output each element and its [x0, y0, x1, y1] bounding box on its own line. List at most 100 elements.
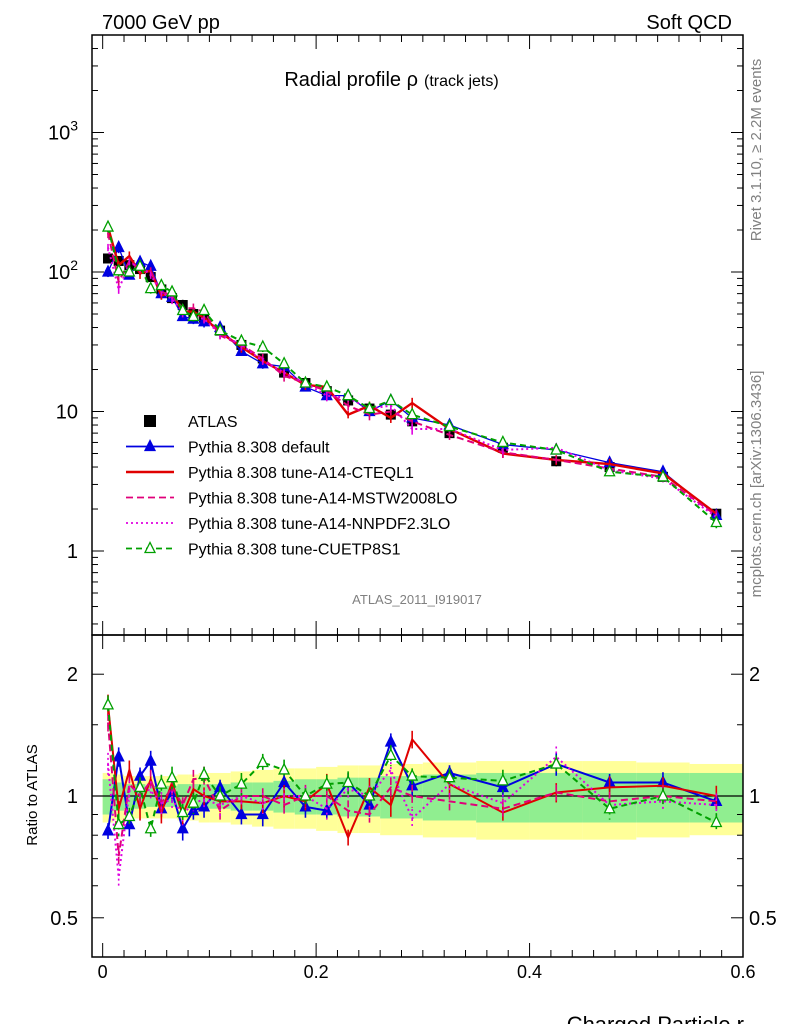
ratio-point-marker — [187, 803, 200, 816]
x-tick-label: 0.4 — [517, 962, 542, 982]
main-point-marker — [101, 264, 115, 277]
main-point-marker — [112, 263, 125, 276]
main-point-marker — [496, 435, 509, 448]
legend-item: Pythia 8.308 default — [126, 439, 330, 457]
main-point-marker — [176, 303, 189, 316]
legend-item: Pythia 8.308 tune-A14-NNPDF2.3LO — [126, 516, 450, 533]
main-point-marker — [112, 239, 125, 253]
rivet-version-label: Rivet 3.1.10, ≥ 2.2M events — [748, 59, 765, 242]
ratio-point-marker — [710, 815, 723, 828]
ratio-point-marker — [384, 734, 397, 747]
main-line-pythia-8-308-tune-a14-mstw2008lo — [107, 232, 717, 517]
legend-item: ATLAS — [144, 414, 238, 431]
main-point-marker — [235, 333, 248, 346]
ratio-point-marker — [176, 821, 189, 834]
main-point-marker — [603, 464, 616, 477]
chart-title: Radial profile ρ — [284, 69, 418, 91]
legend-item: Pythia 8.308 tune-CUETP8S1 — [126, 541, 401, 559]
main-y-tick-label: 1 — [67, 541, 78, 563]
ratio-point-marker — [278, 762, 291, 775]
ratio-point-marker — [656, 788, 670, 801]
main-point-marker — [198, 303, 211, 316]
ratio-point-marker — [155, 776, 168, 789]
ratio-y-tick-label-right: 0.5 — [749, 908, 777, 930]
ratio-point-marker — [406, 768, 419, 781]
main-y-tick-label: 10 — [56, 402, 78, 424]
ratio-point-marker — [384, 747, 397, 761]
main-y-tick-label: 103 — [48, 118, 78, 145]
ratio-point-marker — [198, 767, 211, 780]
ratio-point-marker — [112, 749, 125, 762]
main-point-marker — [443, 419, 456, 432]
ratio-y-tick-label-right: 1 — [749, 786, 760, 808]
legend-label: ATLAS — [188, 414, 238, 431]
ratio-y-tick-label-left: 1 — [67, 786, 78, 808]
ratio-line-pythia-8-308-tune-a14-nnpdf2-3lo — [107, 755, 717, 878]
main-point-marker — [384, 393, 397, 406]
ratio-line-pythia-8-308-default — [107, 739, 717, 832]
ratio-point-marker — [123, 809, 136, 822]
ratio-point-marker — [165, 770, 179, 783]
ratio-point-marker — [101, 697, 115, 710]
main-point-marker — [320, 379, 333, 392]
ratio-point-marker — [363, 788, 376, 801]
main-point-marker — [710, 515, 723, 528]
ratio-point-marker — [187, 795, 200, 808]
main-y-tick-label: 102 — [48, 257, 78, 284]
ratio-point-marker — [101, 823, 115, 836]
legend-item: Pythia 8.308 tune-A14-MSTW2008LO — [126, 491, 457, 508]
ratio-point-marker — [235, 776, 248, 789]
main-point-marker — [363, 401, 376, 414]
main-point-marker — [278, 356, 291, 369]
x-tick-label: 0.6 — [730, 962, 755, 982]
x-tick-label: 0.2 — [304, 962, 329, 982]
main-point-marker — [155, 278, 168, 291]
ratio-plot-panel — [92, 694, 743, 887]
legend-marker-square — [144, 415, 156, 427]
legend-label: Pythia 8.308 tune-CUETP8S1 — [188, 542, 401, 559]
main-point-marker — [256, 339, 269, 352]
ratio-point-marker — [144, 821, 157, 834]
atlas-data-point — [103, 253, 114, 264]
analysis-id-label: ATLAS_2011_I919017 — [352, 592, 482, 607]
mcplots-reference-label: mcplots.cern.ch [arXiv:1306.3436] — [748, 371, 765, 598]
main-point-marker — [165, 284, 179, 297]
ratio-y-tick-label-left: 0.5 — [50, 908, 78, 930]
chart-subtitle: (track jets) — [424, 73, 499, 90]
ratio-point-marker — [112, 817, 125, 830]
main-point-marker — [123, 264, 136, 277]
ratio-point-marker — [603, 801, 616, 814]
main-point-marker — [342, 388, 355, 401]
ratio-point-marker — [299, 788, 312, 801]
ratio-point-marker — [133, 779, 147, 793]
x-tick-label: 0 — [98, 962, 108, 982]
main-point-marker — [101, 219, 115, 232]
ratio-point-marker — [342, 775, 355, 788]
main-point-marker — [656, 469, 670, 482]
legend-label: Pythia 8.308 tune-A14-MSTW2008LO — [188, 491, 457, 508]
ratio-point-marker — [443, 770, 456, 783]
legend-item: Pythia 8.308 tune-A14-CTEQL1 — [126, 465, 414, 482]
main-point-marker — [550, 442, 563, 455]
main-point-marker — [187, 309, 200, 322]
main-point-marker — [406, 407, 419, 420]
ratio-line-pythia-8-308-tune-cuetp8s1 — [107, 704, 717, 829]
ratio-point-marker — [320, 776, 333, 789]
ratio-point-marker — [256, 755, 269, 768]
ratio-point-marker — [144, 753, 157, 766]
ratio-y-axis-label: Ratio to ATLAS — [24, 744, 41, 845]
ratio-point-marker — [550, 756, 563, 769]
ratio-y-tick-label-right: 2 — [749, 664, 760, 686]
ratio-point-marker — [235, 807, 248, 820]
main-point-marker — [144, 281, 157, 294]
ratio-point-marker — [176, 805, 189, 818]
header-right-label: Soft QCD — [646, 12, 732, 34]
legend-marker-triangle — [143, 439, 157, 452]
main-point-marker — [299, 375, 312, 388]
legend-label: Pythia 8.308 tune-A14-NNPDF2.3LO — [188, 516, 450, 533]
ratio-point-marker — [496, 773, 509, 786]
header-left-label: 7000 GeV pp — [102, 12, 220, 34]
x-axis-label: Charged Particle r — [567, 1012, 744, 1024]
ratio-point-marker — [214, 788, 227, 801]
